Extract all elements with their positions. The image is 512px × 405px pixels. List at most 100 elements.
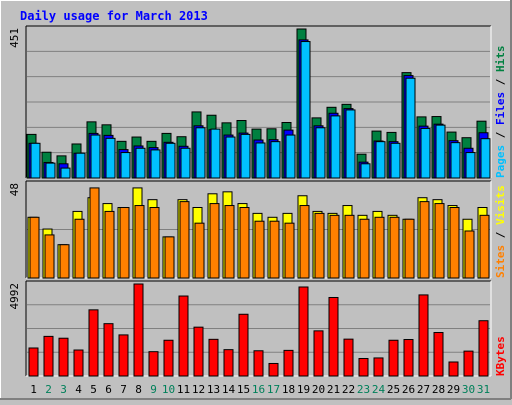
bar-pages-day-18 (285, 134, 296, 179)
x-tick-label-23: 23 (357, 383, 370, 396)
legend-kbytes: KBytes (494, 336, 507, 376)
bar-kbytes-day-5 (88, 309, 99, 377)
bar-sites-day-20 (314, 212, 325, 279)
bar-sites-day-29 (449, 207, 460, 279)
x-tick-label-28: 28 (432, 383, 445, 396)
bar-pages-day-2 (45, 162, 56, 179)
x-tick-label-22: 22 (342, 383, 355, 396)
bar-sites-day-10 (164, 236, 175, 279)
bar-sites-day-25 (389, 216, 400, 279)
bar-kbytes-day-29 (448, 361, 459, 377)
bar-kbytes-day-23 (358, 357, 369, 377)
y-max-label: 48 (8, 183, 21, 196)
x-tick-label-21: 21 (327, 383, 340, 396)
x-tick-label-29: 29 (447, 383, 460, 396)
bar-kbytes-day-24 (373, 357, 384, 377)
bar-kbytes-day-26 (403, 339, 414, 377)
bar-pages-day-20 (315, 127, 326, 179)
bar-sites-day-8 (134, 205, 145, 279)
bar-pages-day-31 (480, 138, 491, 179)
bar-kbytes-day-13 (208, 338, 219, 377)
series-sites (29, 187, 490, 279)
bar-pages-day-17 (270, 141, 281, 179)
x-tick-label-19: 19 (297, 383, 310, 396)
bar-kbytes-day-6 (103, 323, 114, 377)
legend-hits-files-pages: Pages / Files / Hits (494, 46, 507, 179)
legend-visits-sites: Sites / Visits (494, 185, 507, 278)
bar-kbytes-day-4 (73, 349, 84, 377)
x-tick-label-5: 5 (90, 383, 97, 396)
x-tick-label-10: 10 (162, 383, 175, 396)
bar-kbytes-day-3 (58, 337, 69, 377)
bar-sites-day-24 (374, 216, 385, 279)
bar-pages-day-4 (75, 152, 86, 179)
bar-kbytes-day-21 (328, 296, 339, 377)
bar-pages-day-22 (345, 109, 356, 179)
bar-pages-day-11 (180, 147, 191, 179)
bar-pages-day-15 (240, 133, 251, 179)
x-tick-label-12: 12 (192, 383, 205, 396)
bar-pages-day-28 (435, 124, 446, 179)
series-kbytes (28, 283, 489, 377)
bar-kbytes-day-2 (43, 335, 54, 377)
bar-sites-day-23 (359, 218, 370, 279)
x-tick-label-2: 2 (45, 383, 52, 396)
legend-entry-visits: Visits (494, 185, 507, 225)
bar-sites-day-27 (419, 201, 430, 279)
bar-kbytes-day-28 (433, 332, 444, 377)
series-pages (30, 41, 491, 179)
bar-pages-day-23 (360, 163, 371, 179)
bar-kbytes-day-18 (283, 349, 294, 377)
bar-pages-day-24 (375, 141, 386, 179)
bar-pages-day-26 (405, 77, 416, 179)
legend-entry-files: Files (494, 92, 507, 125)
bar-sites-day-16 (254, 220, 265, 279)
bar-sites-day-1 (29, 216, 40, 279)
y-max-label: 451 (8, 28, 21, 48)
bar-kbytes-day-10 (163, 339, 174, 377)
bar-pages-day-13 (210, 128, 221, 179)
bar-sites-day-9 (149, 207, 160, 279)
bar-kbytes-day-30 (463, 350, 474, 377)
bar-pages-day-9 (150, 149, 161, 179)
x-tick-label-20: 20 (312, 383, 325, 396)
x-tick-label-27: 27 (417, 383, 430, 396)
bar-kbytes-day-11 (178, 295, 189, 377)
bar-pages-day-19 (300, 41, 311, 179)
bar-kbytes-day-9 (148, 351, 159, 377)
bar-kbytes-day-14 (223, 349, 234, 377)
legend-entry-hits: Hits (494, 46, 507, 73)
bar-sites-day-3 (59, 244, 70, 279)
bar-pages-day-21 (330, 115, 341, 179)
bar-sites-day-6 (104, 210, 115, 279)
bar-sites-day-22 (344, 214, 355, 279)
legend-separator: / (494, 125, 507, 145)
x-tick-label-6: 6 (105, 383, 112, 396)
x-tick-label-4: 4 (75, 383, 82, 396)
bar-sites-day-11 (179, 201, 190, 279)
x-tick-label-25: 25 (387, 383, 400, 396)
bar-pages-day-16 (255, 142, 266, 179)
legend: Pages / Files / Hits Sites / Visits KBytes (494, 46, 507, 377)
bar-sites-day-7 (119, 207, 130, 279)
y-max-label: 4992 (8, 283, 21, 310)
panel-hits-files-pages: 451 (8, 25, 492, 179)
panels-layer: 451 48 4992 (8, 25, 492, 377)
x-tick-label-15: 15 (237, 383, 250, 396)
x-tick-label-9: 9 (150, 383, 157, 396)
x-tick-label-17: 17 (267, 383, 280, 396)
bar-pages-day-3 (60, 167, 71, 179)
x-tick-label-13: 13 (207, 383, 220, 396)
bar-sites-day-18 (284, 222, 295, 279)
panel-kbytes: 4992 (8, 280, 492, 377)
bar-sites-day-13 (209, 203, 220, 279)
chart-title: Daily usage for March 2013 (20, 9, 208, 23)
x-tick-label-16: 16 (252, 383, 265, 396)
bar-pages-day-27 (420, 127, 431, 179)
x-tick-label-3: 3 (60, 383, 67, 396)
x-tick-label-24: 24 (372, 383, 386, 396)
bar-kbytes-day-17 (268, 362, 279, 377)
bar-kbytes-day-16 (253, 350, 264, 377)
